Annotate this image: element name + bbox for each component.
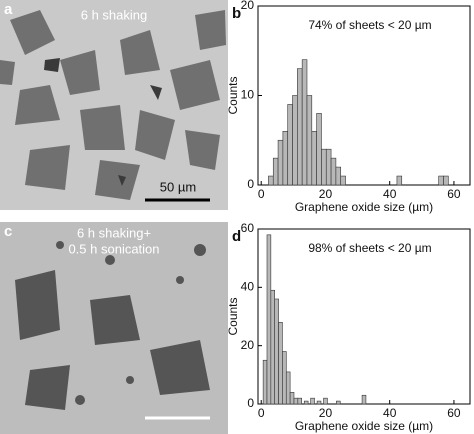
bar bbox=[325, 148, 332, 186]
y-axis-label: Counts bbox=[226, 297, 240, 335]
annotation: 98% of sheets < 20 µm bbox=[308, 241, 431, 255]
x-axis-label: Graphene oxide size (µm) bbox=[295, 419, 433, 433]
y-tick-label: 60 bbox=[241, 221, 255, 235]
bar bbox=[438, 175, 444, 186]
bar bbox=[266, 234, 272, 405]
panel-label: b bbox=[232, 5, 241, 22]
bar bbox=[316, 113, 322, 186]
x-tick-label: 0 bbox=[258, 187, 265, 201]
x-tick-label: 40 bbox=[383, 406, 397, 420]
micrograph-c bbox=[0, 222, 228, 434]
x-tick-label: 60 bbox=[447, 406, 461, 420]
bar bbox=[292, 95, 298, 186]
bar bbox=[330, 157, 337, 186]
panel-label: d bbox=[232, 228, 241, 245]
bar bbox=[311, 131, 317, 186]
image-caption: 6 h shaking bbox=[81, 7, 148, 22]
bar bbox=[278, 322, 283, 405]
bar bbox=[282, 131, 289, 186]
bar bbox=[306, 95, 313, 186]
image-caption: 0.5 h sonication bbox=[68, 241, 159, 256]
x-axis-label: Graphene oxide size (µm) bbox=[295, 200, 433, 214]
panel-label: a bbox=[4, 1, 13, 18]
y-tick-label: 10 bbox=[241, 88, 255, 102]
bar bbox=[361, 394, 367, 405]
bar bbox=[289, 392, 295, 405]
image-caption: 6 h shaking+ bbox=[77, 225, 151, 240]
annotation: 74% of sheets < 20 µm bbox=[308, 18, 431, 32]
bar bbox=[287, 104, 293, 186]
x-tick-label: 20 bbox=[319, 187, 333, 201]
bar bbox=[321, 148, 327, 186]
bar bbox=[270, 289, 276, 405]
bar bbox=[268, 175, 274, 186]
micrograph-a bbox=[0, 0, 228, 210]
bar bbox=[293, 397, 299, 405]
bar bbox=[282, 351, 287, 405]
bar bbox=[301, 59, 308, 186]
panel-label: c bbox=[4, 223, 12, 240]
bar bbox=[323, 397, 328, 405]
bar bbox=[262, 359, 268, 405]
bar bbox=[335, 166, 342, 186]
bar bbox=[277, 139, 284, 186]
y-tick-label: 20 bbox=[241, 338, 255, 352]
y-tick-label: 0 bbox=[247, 396, 254, 410]
y-tick-label: 40 bbox=[241, 280, 255, 294]
bar bbox=[272, 157, 279, 186]
x-tick-label: 40 bbox=[383, 187, 397, 201]
y-axis-label: Counts bbox=[226, 76, 240, 114]
bar bbox=[297, 68, 303, 186]
x-tick-label: 20 bbox=[319, 406, 333, 420]
bar bbox=[297, 397, 302, 405]
y-tick-label: 0 bbox=[247, 177, 254, 191]
x-tick-label: 0 bbox=[258, 406, 265, 420]
bar bbox=[396, 175, 403, 186]
bar bbox=[316, 400, 322, 405]
bar bbox=[340, 175, 346, 186]
bar bbox=[336, 400, 341, 405]
bar bbox=[285, 371, 291, 405]
bar bbox=[310, 397, 315, 405]
x-tick-label: 60 bbox=[447, 187, 461, 201]
bar bbox=[303, 400, 309, 405]
scale-label: 50 µm bbox=[160, 179, 196, 194]
bar bbox=[274, 298, 279, 405]
y-tick-label: 20 bbox=[241, 0, 255, 12]
bar bbox=[443, 175, 449, 186]
